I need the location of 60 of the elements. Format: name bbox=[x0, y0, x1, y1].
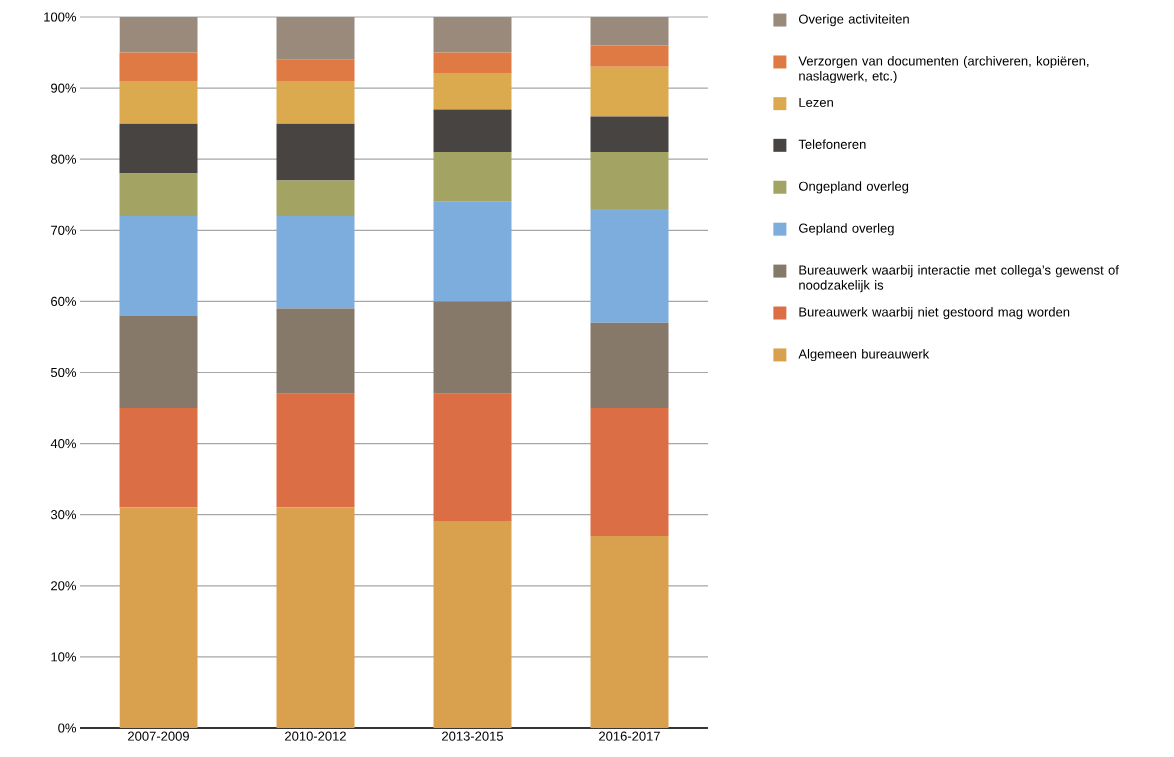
y-tick-label: 40% bbox=[50, 438, 77, 449]
bar bbox=[433, 521, 512, 728]
y-tick-label: 90% bbox=[51, 83, 77, 93]
bar bbox=[433, 152, 512, 202]
bar bbox=[119, 216, 198, 316]
bar bbox=[119, 16, 198, 53]
bar bbox=[276, 180, 355, 217]
y-tick-label: 0% bbox=[58, 723, 77, 733]
bar bbox=[590, 208, 669, 323]
legend-label: Algemeen bureauwerk bbox=[798, 348, 930, 362]
legend-label: Lezen bbox=[799, 97, 833, 107]
y-tick-label: 100% bbox=[44, 12, 77, 22]
y-tick-label: 70% bbox=[51, 225, 77, 235]
bar bbox=[590, 322, 669, 409]
legend-label: Bureauwerk waarbij niet gestoord mag worden bbox=[799, 307, 1070, 320]
bar bbox=[433, 393, 512, 522]
legend-label: Telefoneren bbox=[798, 139, 866, 149]
bar bbox=[119, 507, 198, 728]
legend-label: Overige activiteiten bbox=[798, 14, 909, 27]
bar bbox=[276, 123, 355, 181]
y-tick-label: 50% bbox=[50, 367, 77, 378]
bar bbox=[433, 201, 512, 302]
bar bbox=[119, 408, 198, 508]
y-tick-label: 20% bbox=[51, 581, 77, 591]
bar bbox=[119, 315, 198, 409]
legend-label: Verzorgen van documenten (archiveren, kopiëren, naslagwerk, etc.) bbox=[798, 56, 1089, 84]
bar bbox=[276, 216, 355, 309]
legend-label: Gepland overleg bbox=[799, 223, 894, 236]
legend-label: Ongepland overleg bbox=[798, 181, 909, 194]
y-tick-label: 10% bbox=[51, 652, 77, 662]
bar bbox=[590, 536, 669, 728]
x-tick-label: 2010-2012 bbox=[285, 731, 346, 741]
bar bbox=[590, 16, 669, 46]
x-tick-label: 2016-2017 bbox=[599, 731, 660, 741]
y-tick-label: 60% bbox=[51, 296, 77, 306]
bar bbox=[276, 393, 355, 508]
bar bbox=[590, 66, 669, 117]
bar bbox=[276, 308, 355, 394]
legend-label: Bureauwerk waarbij interactie met collega’s gewenst of noodzakelijk is bbox=[799, 265, 1119, 293]
bar bbox=[433, 109, 512, 153]
bar bbox=[119, 52, 198, 81]
bar bbox=[590, 45, 669, 67]
bar bbox=[433, 52, 512, 74]
bar bbox=[119, 80, 198, 124]
bar bbox=[590, 152, 669, 209]
bar bbox=[119, 173, 198, 217]
bar bbox=[433, 16, 512, 53]
bar bbox=[433, 301, 512, 394]
bar bbox=[276, 507, 355, 728]
bar bbox=[276, 59, 355, 81]
bar bbox=[119, 123, 198, 174]
bar bbox=[433, 73, 512, 110]
bar bbox=[590, 408, 669, 537]
x-tick-label: 2013-2015 bbox=[442, 731, 504, 741]
y-tick-label: 30% bbox=[50, 510, 77, 520]
x-tick-label: 2007-2009 bbox=[128, 731, 189, 741]
y-tick-label: 80% bbox=[51, 154, 77, 164]
bar bbox=[276, 80, 355, 124]
bar bbox=[276, 16, 355, 60]
bar bbox=[590, 116, 669, 153]
